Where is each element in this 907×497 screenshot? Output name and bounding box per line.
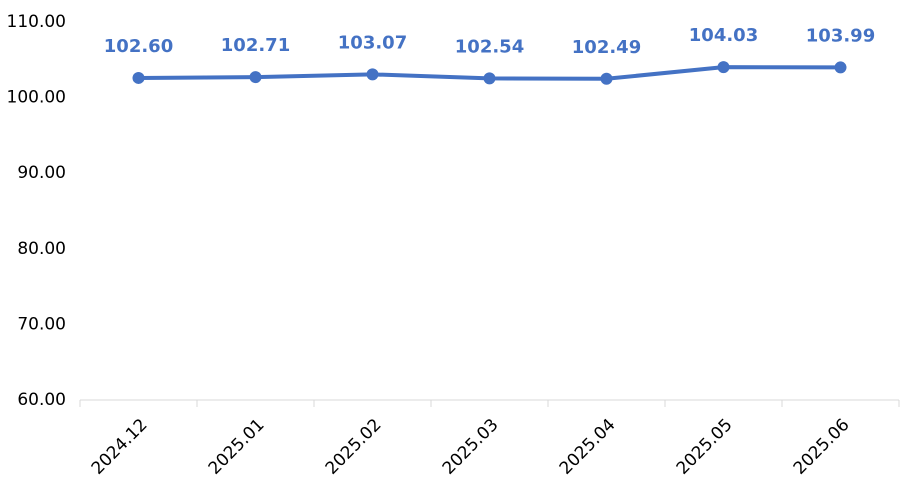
data-label: 103.99 xyxy=(806,25,875,46)
x-tick-label: 2025.04 xyxy=(556,415,620,479)
x-tick-label: 2025.03 xyxy=(439,415,503,479)
data-point xyxy=(834,61,847,74)
data-point xyxy=(249,71,262,84)
data-point xyxy=(483,72,496,85)
data-point xyxy=(366,68,379,81)
x-tick-label: 2025.06 xyxy=(790,415,854,479)
y-tick-label: 80.00 xyxy=(17,239,66,259)
data-label: 102.71 xyxy=(221,35,290,56)
data-point xyxy=(132,71,145,84)
x-tick-label: 2024.12 xyxy=(88,415,152,479)
data-label: 102.54 xyxy=(455,36,524,57)
data-label: 102.60 xyxy=(104,36,173,57)
x-tick-label: 2025.02 xyxy=(322,415,386,479)
y-tick-label: 70.00 xyxy=(17,314,66,334)
x-tick-label: 2025.01 xyxy=(205,415,269,479)
y-tick-label: 100.00 xyxy=(7,88,66,108)
data-point xyxy=(717,61,730,74)
y-tick-label: 90.00 xyxy=(17,163,66,183)
y-tick-label: 110.00 xyxy=(7,12,66,32)
data-label: 104.03 xyxy=(689,25,758,46)
x-tick-label: 2025.05 xyxy=(673,415,737,479)
y-tick-label: 60.00 xyxy=(17,390,66,410)
data-label: 103.07 xyxy=(338,32,407,53)
data-point xyxy=(600,72,613,85)
data-label: 102.49 xyxy=(572,37,641,58)
